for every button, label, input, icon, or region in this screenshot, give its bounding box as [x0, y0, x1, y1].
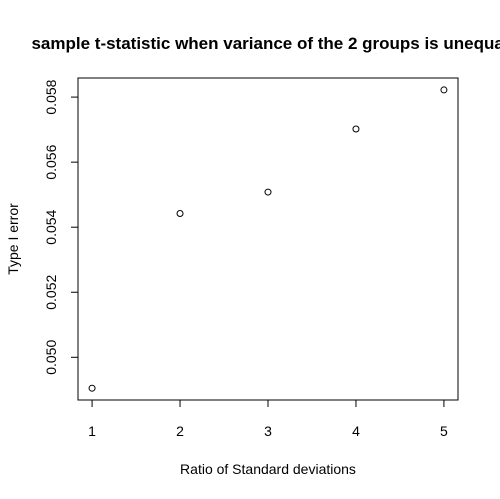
y-tick-label: 0.054	[43, 209, 59, 244]
data-point	[352, 125, 360, 133]
x-tick-label: 4	[352, 423, 360, 439]
x-axis: 1 2 3 4 5	[88, 400, 448, 439]
x-tick-label: 1	[88, 423, 96, 439]
chart-title: sample t-statistic when variance of the …	[31, 34, 500, 53]
data-point	[440, 86, 448, 94]
y-axis-label: Type I error	[5, 203, 21, 275]
x-axis-label: Ratio of Standard deviations	[180, 461, 356, 477]
y-tick-label: 0.050	[43, 340, 59, 375]
x-tick-label: 2	[176, 423, 184, 439]
data-point	[264, 188, 272, 196]
y-tick-label: 0.052	[43, 275, 59, 310]
data-point	[176, 210, 184, 218]
x-tick-label: 5	[440, 423, 448, 439]
y-axis: 0.050 0.052 0.054 0.056 0.058	[43, 79, 78, 375]
data-point	[88, 384, 96, 392]
data-points	[88, 86, 448, 392]
plot-frame	[77, 77, 459, 401]
y-tick-label: 0.058	[43, 79, 59, 114]
y-tick-label: 0.056	[43, 144, 59, 179]
x-tick-label: 3	[264, 423, 272, 439]
